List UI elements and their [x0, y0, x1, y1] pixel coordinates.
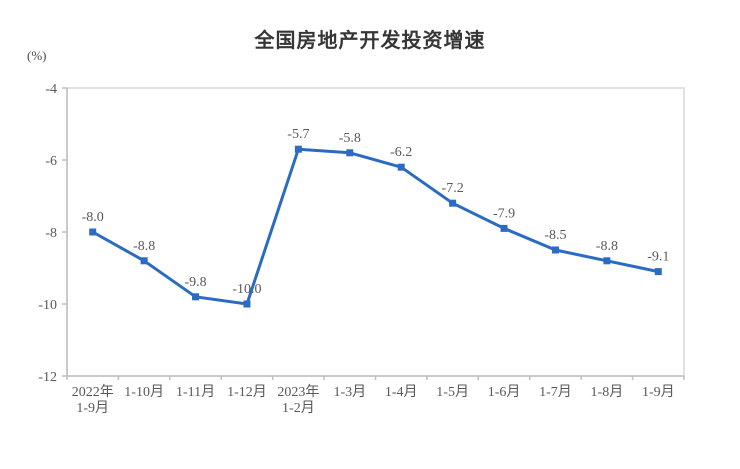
data-point-marker: [243, 300, 251, 308]
data-point-label: -6.2: [390, 145, 412, 160]
plot-area-frame: [66, 87, 685, 377]
y-tick-label: -12: [38, 370, 57, 385]
data-point-label: -7.9: [493, 206, 515, 221]
data-point-marker: [294, 145, 302, 153]
x-category-label: 1-9月: [642, 384, 675, 400]
data-point-marker: [551, 246, 559, 254]
x-category-label: 1-8月: [591, 384, 624, 400]
data-series-line: [91, 147, 660, 306]
chart-title: 全国房地产开发投资增速: [254, 30, 486, 52]
data-point-label: -5.8: [339, 131, 361, 146]
data-point-label: -5.7: [287, 127, 309, 142]
data-point-marker: [603, 257, 611, 265]
x-category-label: 1-3月: [333, 384, 366, 400]
x-category-label: 2023年 1-2月: [277, 384, 319, 416]
data-point-marker: [192, 293, 200, 301]
data-point-marker: [140, 257, 148, 265]
data-point-label: -9.1: [647, 250, 669, 265]
y-tick-label: -6: [45, 154, 57, 169]
y-tick-label: -4: [45, 82, 57, 97]
y-axis-unit-label: (%): [27, 48, 47, 63]
data-point-label: -10.0: [232, 282, 261, 297]
data-point-label: -8.5: [544, 228, 566, 243]
data-point-marker: [346, 149, 354, 157]
data-point-label: -7.2: [442, 181, 464, 196]
data-point-label: -9.8: [184, 275, 206, 290]
y-tick-label: -8: [45, 226, 57, 241]
x-category-label: 1-6月: [488, 384, 521, 400]
x-category-label: 1-5月: [436, 384, 469, 400]
x-category-label: 1-7月: [539, 384, 572, 400]
data-point-marker: [449, 199, 457, 207]
data-point-marker: [500, 224, 508, 232]
data-point-label: -8.8: [596, 239, 618, 254]
x-category-label: 1-11月: [176, 384, 215, 400]
x-category-label: 1-12月: [227, 384, 267, 400]
x-category-label: 2022年 1-9月: [72, 384, 114, 416]
data-point-label: -8.8: [133, 239, 155, 254]
data-point-marker: [654, 268, 662, 276]
data-point-marker: [89, 228, 97, 236]
y-tick-label: -10: [38, 298, 57, 313]
data-point-label: -8.0: [82, 210, 104, 225]
x-category-label: 1-10月: [124, 384, 164, 400]
x-category-label: 1-4月: [385, 384, 418, 400]
data-point-marker: [397, 163, 405, 171]
